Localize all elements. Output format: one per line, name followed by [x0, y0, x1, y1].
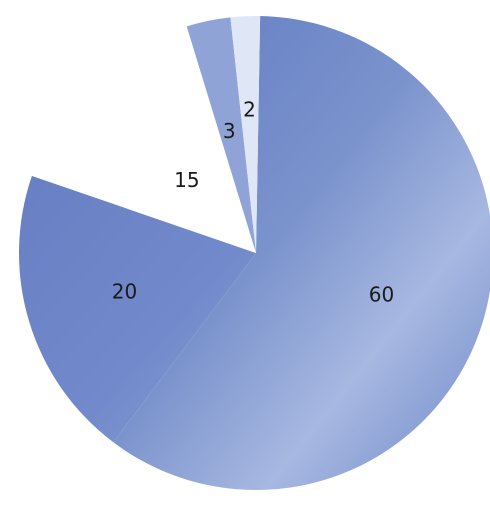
pie-slice-60	[113, 16, 490, 491]
slice-label-15: 15	[174, 168, 199, 192]
pie-slice-2	[230, 16, 261, 253]
slice-label-60: 60	[369, 283, 394, 307]
slice-label-20: 20	[112, 280, 137, 304]
pie-slice-20	[18, 175, 257, 443]
slice-label-3: 3	[223, 119, 236, 143]
pie-slice-15	[31, 26, 256, 253]
slice-labels: 60 20 15 32	[112, 97, 394, 306]
slice-label-2: 2	[243, 97, 256, 121]
pie-slice-3	[186, 17, 256, 253]
slices	[18, 16, 490, 491]
